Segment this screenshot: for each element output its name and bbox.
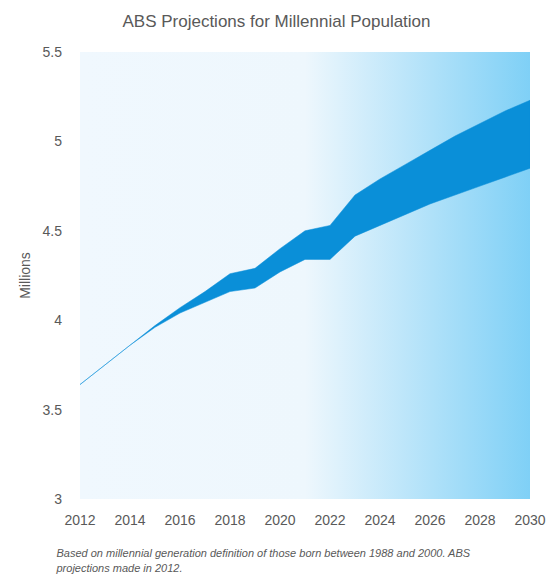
svg-text:3: 3 <box>54 491 62 507</box>
svg-text:2016: 2016 <box>164 512 195 528</box>
svg-text:5.5: 5.5 <box>43 44 63 60</box>
svg-text:2026: 2026 <box>414 512 445 528</box>
svg-text:4.5: 4.5 <box>43 223 63 239</box>
svg-text:ABS Projections for Millennial: ABS Projections for Millennial Populatio… <box>122 12 430 31</box>
svg-text:2018: 2018 <box>214 512 245 528</box>
svg-text:4: 4 <box>54 312 62 328</box>
svg-text:2024: 2024 <box>364 512 395 528</box>
svg-text:2030: 2030 <box>514 512 545 528</box>
svg-text:projections made in 2012.: projections made in 2012. <box>56 562 183 574</box>
svg-text:2014: 2014 <box>114 512 145 528</box>
svg-text:2012: 2012 <box>64 512 95 528</box>
svg-text:5: 5 <box>54 133 62 149</box>
svg-text:2020: 2020 <box>264 512 295 528</box>
svg-text:2022: 2022 <box>314 512 345 528</box>
svg-text:2028: 2028 <box>464 512 495 528</box>
svg-text:Based on millennial generation: Based on millennial generation definitio… <box>57 547 474 559</box>
svg-text:3.5: 3.5 <box>43 402 63 418</box>
svg-text:Millions: Millions <box>17 252 33 299</box>
